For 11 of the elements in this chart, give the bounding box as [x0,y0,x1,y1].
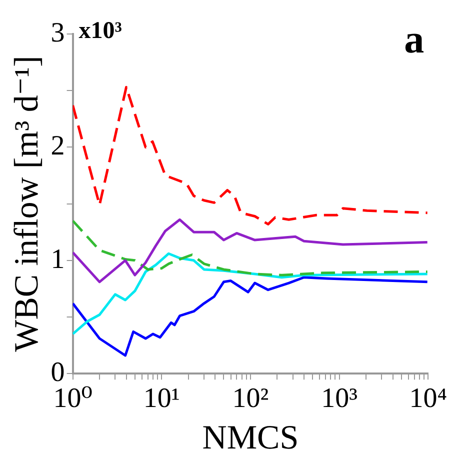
annotation: x10³ [78,18,122,44]
y-tick-label: 1 [50,244,65,275]
x-axis-title: NMCS [202,420,299,457]
y-axis-title: WBC inflow [m³ d⁻¹] [8,56,46,352]
y-tick-label: 3 [50,17,65,48]
x-tick-label: 10³ [321,382,358,414]
annotation: a [404,16,424,62]
x-tick-label: 10⁴ [409,382,447,414]
y-tick-label: 2 [50,130,65,162]
x-tick-label: 10² [232,382,269,414]
x-tick-label: 10¹ [143,382,180,414]
